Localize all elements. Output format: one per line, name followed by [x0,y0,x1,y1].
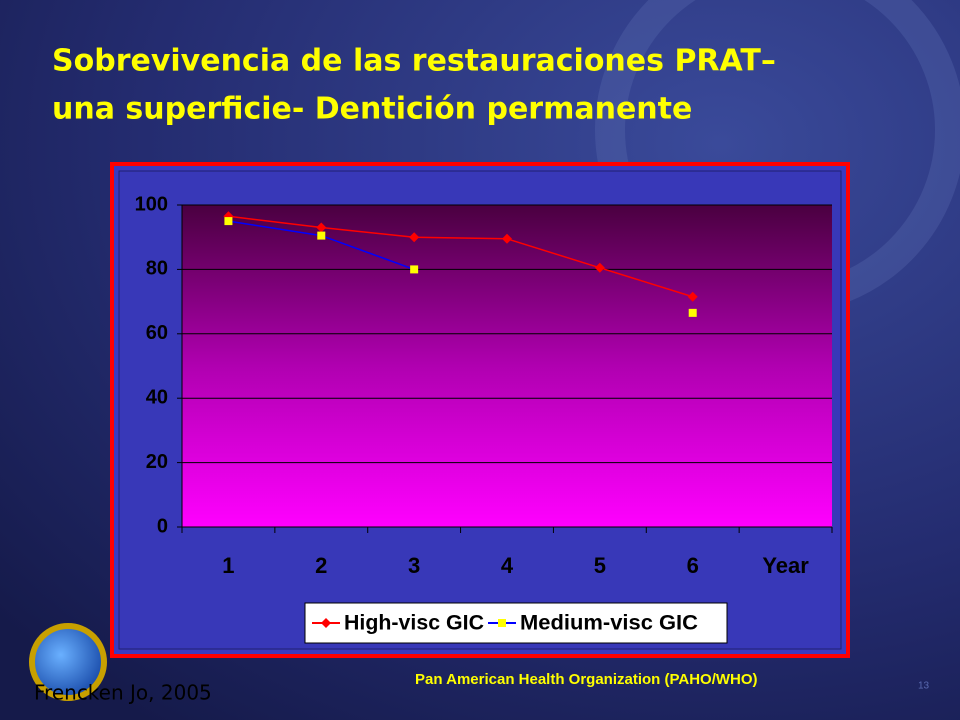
x-tick-label: 4 [501,553,514,578]
legend: High-visc GIC Medium-visc GIC [304,602,728,644]
marker [687,291,698,302]
series-line [228,215,693,298]
marker [410,265,419,274]
source: Frencken Jo, 2005 [34,681,212,705]
y-tick-label: 100 [135,193,168,215]
marker [321,618,331,628]
plot-area [182,205,832,527]
x-tick-label: 5 [594,553,606,578]
x-tick-label: 3 [408,553,420,578]
legend-label: High-visc GIC [344,612,484,635]
chart: 0 20 40 60 80 100 1 2 3 4 5 6 Year High-visc GIC Mediu… [135,193,833,644]
y-tick-label: 80 [146,258,168,280]
y-tick-label: 60 [146,322,168,344]
x-tick-label: 6 [687,553,699,578]
marker [409,232,420,243]
marker [224,217,233,226]
x-axis-label: Year [762,553,809,578]
y-tick-label: 0 [157,515,168,537]
page-number: 13 [918,681,930,692]
footer: Pan American Health Organization (PAHO/W… [415,671,758,688]
y-tick-label: 20 [146,451,168,473]
marker [316,222,327,233]
marker [317,231,326,240]
x-tick-label: 2 [315,553,327,578]
marker [594,262,605,273]
logo [29,623,107,701]
marker [688,308,697,317]
marker [498,619,506,627]
y-tick-label: 40 [146,386,168,408]
title-line: Sobrevivencia de las restauraciones PRAT… [52,44,776,79]
legend-label: Medium-visc GIC [520,612,698,635]
marker [502,233,512,244]
title-line: una superficie- Dentición permanente [52,92,692,127]
x-tick-label: 1 [222,553,234,578]
